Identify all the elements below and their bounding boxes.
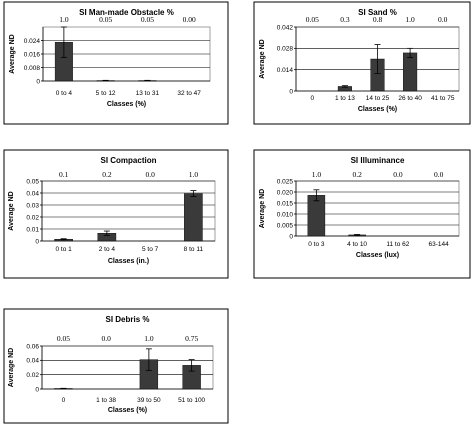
top-annotation: 0.2 [352, 170, 362, 179]
top-annotation: 0.3 [340, 15, 350, 24]
y-tick-label: 0.010 [277, 211, 294, 218]
x-axis-label: Classes (%) [358, 106, 397, 113]
y-tick-label: 0.008 [24, 65, 41, 72]
x-category-label: 1 to 38 [96, 397, 116, 404]
top-annotation: 0.1 [59, 170, 69, 179]
top-annotation: 0.2 [102, 170, 112, 179]
x-category-label: 41 to 75 [431, 95, 455, 102]
y-axis-label: Average ND [259, 189, 266, 228]
y-tick-label: 0.014 [277, 67, 294, 74]
top-annotation: 0.0 [438, 15, 448, 24]
y-tick-label: 0.04 [26, 358, 39, 365]
x-category-label: 4 to 10 [347, 241, 367, 248]
top-annotation: 1.0 [189, 170, 199, 179]
x-category-label: 1 to 13 [335, 95, 355, 102]
bar-sand-3 [403, 52, 418, 92]
x-category-label: 13 to 31 [136, 90, 160, 97]
top-annotation: 0.0 [393, 170, 403, 179]
top-annotation: 0.05 [57, 334, 70, 343]
y-tick-label: 0.028 [277, 46, 294, 53]
top-annotation: 1.0 [59, 15, 69, 24]
x-category-label: 39 to 50 [137, 397, 161, 404]
y-axis-label: Average ND [259, 39, 266, 78]
top-annotation: 0.05 [99, 15, 112, 24]
top-annotation: 0.0 [101, 334, 111, 343]
y-tick-label: 0.01 [26, 226, 39, 233]
top-annotation: 0.0 [434, 170, 444, 179]
x-category-label: 0 [310, 95, 314, 102]
y-axis-label: Average ND [8, 348, 15, 387]
y-axis-label: Average ND [9, 34, 16, 73]
y-axis-label: Average ND [8, 191, 15, 230]
x-category-label: 32 to 47 [177, 90, 201, 97]
bar-illuminance-0 [307, 195, 326, 237]
chart-panel-debris: SI Debris % 0 0.02 0.04 0.06 0 0.05 1 to 38 0.0 3… [3, 308, 229, 424]
y-tick-label: 0.02 [26, 214, 39, 221]
y-tick-label: 0 [35, 238, 39, 245]
x-axis-label: Classes (%) [108, 407, 147, 414]
x-category-label: 5 to 12 [96, 90, 116, 97]
x-category-label: 14 to 25 [366, 95, 390, 102]
top-annotation: 0.75 [185, 334, 198, 343]
y-tick-label: 0.015 [277, 200, 294, 207]
top-annotation: 1.0 [312, 170, 322, 179]
chart-panel-compaction: SI Compaction 0 0.01 0.02 0.03 0.04 0.05 0 to 1… [3, 149, 229, 279]
top-annotation: 0.05 [306, 15, 319, 24]
x-axis-label: Classes (lux) [356, 252, 399, 259]
y-tick-label: 0.042 [277, 24, 294, 31]
chart-title: SI Sand % [358, 8, 397, 17]
top-annotation: 1.0 [405, 15, 415, 24]
x-category-label: 0 to 1 [55, 246, 72, 253]
y-tick-label: 0.020 [277, 189, 294, 196]
x-category-label: 51 to 100 [178, 397, 205, 404]
bar-compaction-3 [184, 193, 203, 242]
x-axis-label: Classes (%) [107, 101, 146, 108]
x-category-label: 11 to 62 [386, 241, 409, 248]
y-tick-label: 0 [289, 88, 293, 95]
y-tick-label: 0 [36, 78, 40, 85]
y-tick-label: 0.04 [26, 190, 39, 197]
top-annotation: 0.0 [145, 170, 155, 179]
top-annotation: 0.8 [373, 15, 383, 24]
x-category-label: 5 to 7 [142, 246, 159, 253]
top-annotation: 0.05 [141, 15, 154, 24]
y-tick-label: 0.02 [26, 372, 39, 379]
x-category-label: 63-144 [429, 241, 450, 248]
x-category-label: 0 to 3 [308, 241, 325, 248]
top-annotation: 0.00 [183, 15, 196, 24]
x-category-label: 26 to 40 [398, 95, 422, 102]
y-tick-label: 0.06 [26, 343, 39, 350]
x-category-label: 0 [62, 397, 66, 404]
y-tick-label: 0.005 [277, 222, 294, 229]
x-category-label: 2 to 4 [99, 246, 116, 253]
x-axis-label: Classes (in.) [108, 258, 149, 265]
y-tick-label: 0.05 [26, 178, 39, 185]
chart-title: SI Illuminance [351, 156, 405, 165]
x-category-label: 8 to 11 [184, 246, 204, 253]
y-tick-label: 0 [35, 386, 39, 393]
x-category-label: 0 to 4 [56, 90, 73, 97]
y-tick-label: 0.03 [26, 202, 39, 209]
chart-title: SI Compaction [100, 156, 156, 165]
chart-title: SI Man-made Obstacle % [79, 8, 174, 17]
chart-title: SI Debris % [105, 315, 149, 324]
y-tick-label: 0.024 [24, 38, 41, 45]
y-tick-label: 0.025 [277, 178, 294, 185]
y-tick-label: 0 [289, 233, 293, 240]
top-annotation: 1.0 [144, 334, 154, 343]
chart-panel-sand: SI Sand % 0 0.014 0.028 0.042 0 0.05 1 to 13 0.3… [253, 1, 471, 125]
chart-panel-illuminance: SI Illuminance 0 0.005 0.010 0.015 0.020 0.025… [253, 149, 471, 279]
chart-panel-mmo: SI Man-made Obstacle % 0 0.008 0.016 0.024 0 … [3, 1, 229, 125]
y-tick-label: 0.016 [24, 51, 41, 58]
